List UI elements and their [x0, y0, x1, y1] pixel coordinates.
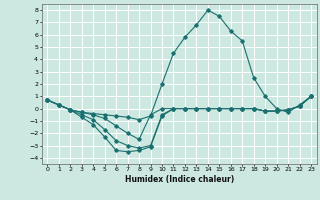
X-axis label: Humidex (Indice chaleur): Humidex (Indice chaleur): [124, 175, 234, 184]
